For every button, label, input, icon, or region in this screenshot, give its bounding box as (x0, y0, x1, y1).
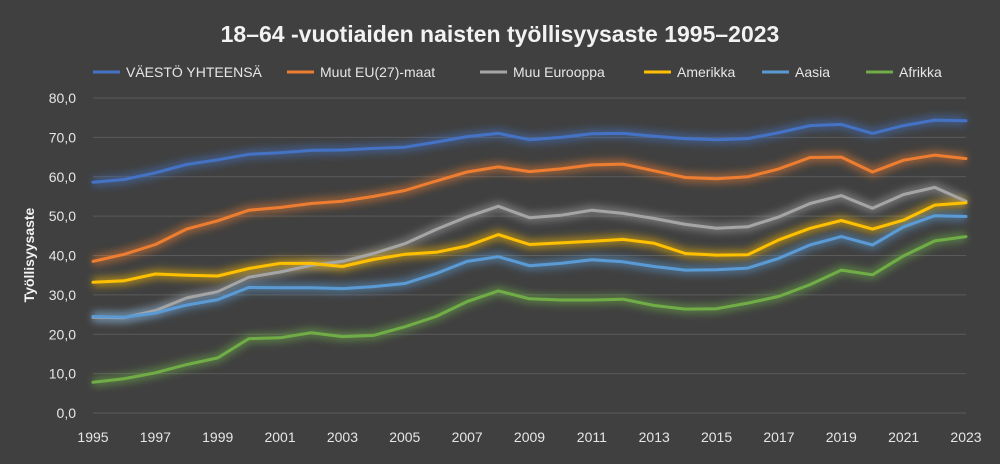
y-tick-label: 20,0 (49, 326, 76, 342)
y-tick-label: 60,0 (49, 169, 76, 185)
series-line (91, 153, 968, 263)
y-tick-label: 80,0 (49, 90, 76, 106)
gridlines (93, 97, 966, 414)
y-tick-label: 10,0 (49, 366, 76, 382)
x-axis-ticks: 1995 1997 1999 2001 2003 2005 2007 2009 2011 2013… (77, 429, 981, 445)
legend-label: Aasia (795, 64, 830, 80)
x-tick-label: 2019 (826, 429, 857, 445)
x-tick-label: 2021 (888, 429, 919, 445)
legend-label: Afrikka (899, 64, 942, 80)
series-glow-line (92, 232, 967, 387)
x-tick-label: 2005 (389, 429, 420, 445)
x-tick-label: 2011 (577, 429, 607, 445)
legend-label: VÄESTÖ YHTEENSÄ (126, 63, 263, 80)
y-tick-label: 40,0 (49, 248, 76, 264)
y-axis-ticks: 0,0 10,0 20,0 30,0 40,0 50,0 60,0 70,0 80,0 (49, 90, 76, 421)
x-tick-label: 1999 (202, 429, 233, 445)
y-tick-label: 30,0 (49, 287, 76, 303)
y-axis-title: Työllisyysaste (21, 207, 37, 302)
y-tick-label: 50,0 (49, 208, 76, 224)
legend-label: Muut EU(27)-maat (320, 64, 435, 80)
series-line (91, 118, 968, 184)
series-line (91, 185, 968, 320)
series-line (91, 201, 968, 284)
legend: VÄESTÖ YHTEENSÄ Muut EU(27)-maat Muu Euroo… (93, 63, 942, 80)
legend-label: Amerikka (677, 64, 736, 80)
y-tick-label: 70,0 (49, 129, 76, 145)
x-tick-label: 2013 (639, 429, 670, 445)
series-line (91, 214, 968, 319)
x-tick-label: 1997 (140, 429, 171, 445)
x-tick-label: 2015 (701, 429, 732, 445)
y-tick-label: 0,0 (57, 405, 77, 421)
x-tick-label: 2009 (514, 429, 545, 445)
series-lines (91, 118, 968, 384)
series-line (91, 235, 968, 384)
x-tick-label: 2003 (327, 429, 358, 445)
legend-label: Muu Eurooppa (513, 64, 605, 80)
x-tick-label: 2017 (763, 429, 794, 445)
chart-title: 18–64 -vuotiaiden naisten työllisyysaste… (221, 21, 780, 47)
x-tick-label: 1995 (77, 429, 108, 445)
x-tick-label: 2023 (950, 429, 981, 445)
x-tick-label: 2001 (264, 429, 295, 445)
x-tick-label: 2007 (452, 429, 483, 445)
